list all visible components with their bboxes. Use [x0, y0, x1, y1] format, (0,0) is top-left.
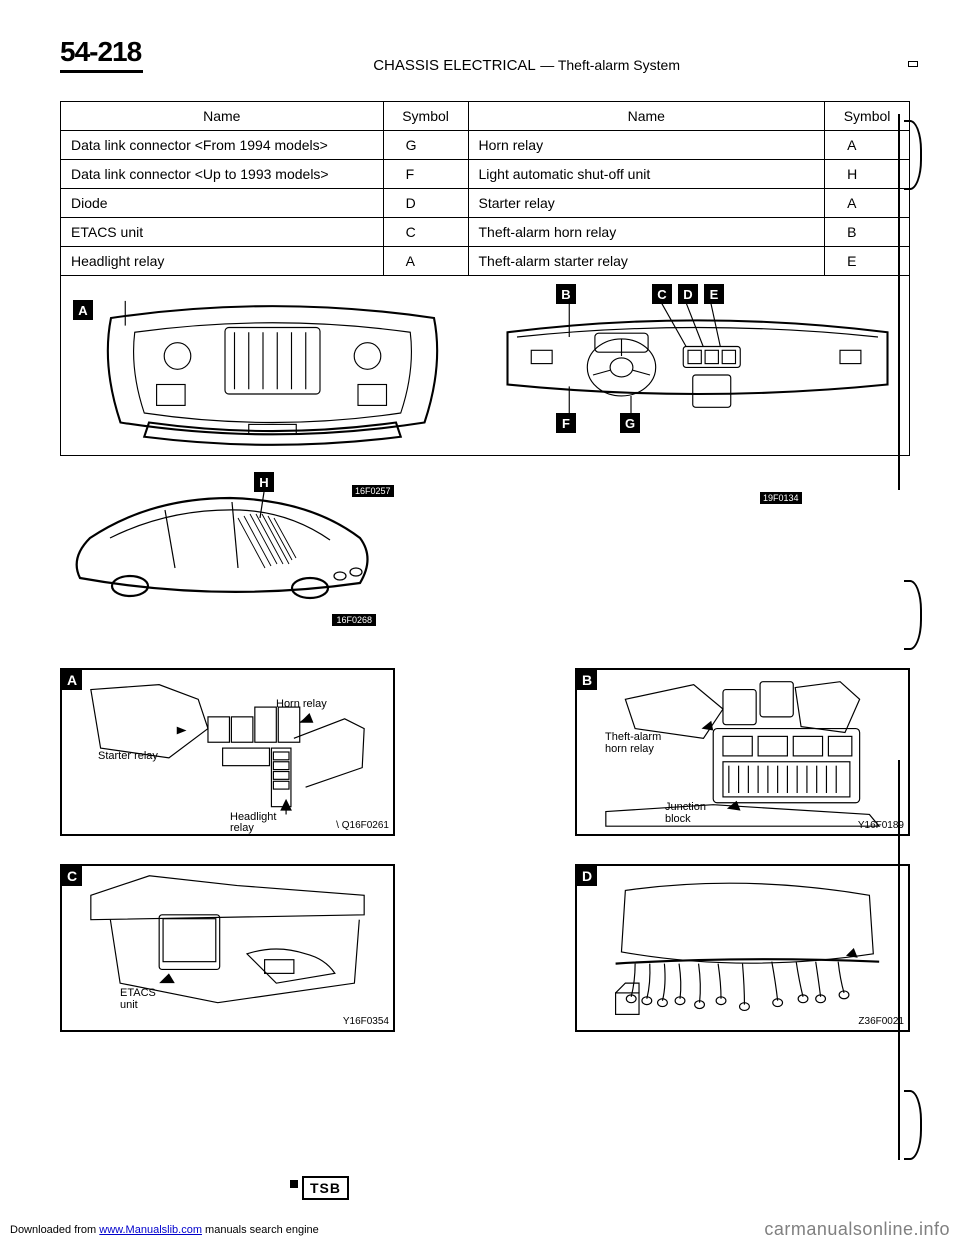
- table-row: Diode: [61, 189, 384, 218]
- tag-a: A: [73, 300, 93, 320]
- header-sub: — Theft-alarm System: [540, 57, 680, 73]
- divider: [898, 760, 900, 1160]
- tag-c: C: [652, 284, 672, 304]
- table-row: Data link connector <Up to 1993 models>: [61, 160, 384, 189]
- ref-car: 16F0268: [332, 614, 376, 626]
- table-row: Headlight relay: [61, 247, 384, 276]
- location-table: Name Symbol Name Symbol Data link connec…: [60, 101, 910, 276]
- label-headlight-relay: Headlight relay: [230, 812, 276, 834]
- side-tab-icon: [904, 1090, 922, 1160]
- table-row: Theft-alarm horn relay: [468, 218, 825, 247]
- th-sym-r: Symbol: [825, 102, 910, 131]
- engine-bay-view: A: [67, 280, 478, 451]
- th-name-l: Name: [61, 102, 384, 131]
- table-row: A: [825, 131, 910, 160]
- header-icon: [908, 61, 918, 67]
- table-row: ETACS unit: [61, 218, 384, 247]
- footer-right: carmanualsonline.info: [764, 1219, 950, 1240]
- th-sym-l: Symbol: [383, 102, 468, 131]
- tag-b2: B: [577, 670, 597, 690]
- tag-e: E: [704, 284, 724, 304]
- tag-d2: D: [577, 866, 597, 886]
- tsb-label: TSB: [302, 1176, 349, 1200]
- dashboard-view: B C D E F G: [492, 280, 903, 451]
- table-row: Light automatic shut-off unit: [468, 160, 825, 189]
- th-name-r: Name: [468, 102, 825, 131]
- table-row: A: [825, 189, 910, 218]
- table-row: B: [825, 218, 910, 247]
- table-row: E: [825, 247, 910, 276]
- divider: [898, 114, 900, 490]
- footer-bar: Downloaded from www.Manualslib.com manua…: [0, 1217, 960, 1242]
- ref-dash: 19F0134: [760, 492, 802, 504]
- label-starter-relay: Starter relay: [98, 750, 158, 762]
- header-title: CHASSIS ELECTRICAL: [373, 57, 536, 74]
- tag-a2: A: [62, 670, 82, 690]
- table-row: Horn relay: [468, 131, 825, 160]
- tag-f: F: [556, 413, 576, 433]
- table-row: Data link connector <From 1994 models>: [61, 131, 384, 160]
- location-illustration-row: A B C D: [60, 276, 910, 456]
- table-row: G: [383, 131, 468, 160]
- table-row: H: [825, 160, 910, 189]
- table-row: A: [383, 247, 468, 276]
- detail-a: A Starter relay Horn: [60, 668, 395, 836]
- label-thr: Theft-alarm horn relay: [605, 732, 661, 755]
- detail-c: C ETACS unit Y16F0354: [60, 864, 395, 1032]
- detail-d: D: [575, 864, 910, 1032]
- table-row: F: [383, 160, 468, 189]
- tag-d: D: [678, 284, 698, 304]
- table-row: D: [383, 189, 468, 218]
- detail-grid: A Starter relay Horn: [60, 668, 910, 1032]
- label-etacs: ETACS unit: [120, 988, 156, 1011]
- ref-a: \ Q16F0261: [336, 820, 389, 831]
- footer-text: manuals search engine: [202, 1224, 319, 1236]
- tag-h: H: [254, 472, 274, 492]
- page-number: 54-218: [60, 36, 143, 73]
- tag-c2: C: [62, 866, 82, 886]
- footer-link[interactable]: www.Manualslib.com: [99, 1224, 202, 1236]
- footer-text: Downloaded from: [10, 1224, 99, 1236]
- car-outline-view: H 16F0268: [60, 468, 380, 628]
- tag-b: B: [556, 284, 576, 304]
- table-row: Theft-alarm starter relay: [468, 247, 825, 276]
- label-horn-relay: Horn relay: [276, 698, 327, 710]
- label-jb: Junction block: [665, 802, 706, 825]
- table-row: Starter relay: [468, 189, 825, 218]
- detail-b: B: [575, 668, 910, 836]
- footer-left: Downloaded from www.Manualslib.com manua…: [10, 1224, 319, 1236]
- table-row: C: [383, 218, 468, 247]
- tsb-dot-icon: [290, 1180, 298, 1188]
- ref-c: Y16F0354: [343, 1016, 389, 1027]
- tag-g: G: [620, 413, 640, 433]
